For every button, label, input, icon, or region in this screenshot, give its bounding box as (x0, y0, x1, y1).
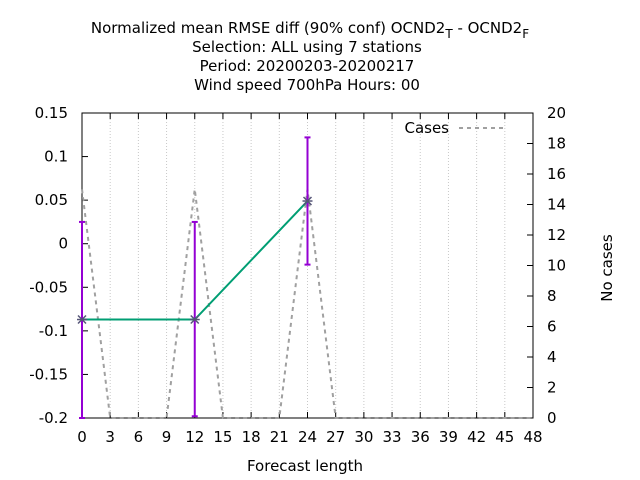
y2-tick-label: 6 (547, 318, 557, 336)
y-tick-label: 0 (58, 235, 68, 253)
y2-tick-label: 20 (547, 104, 566, 122)
chart-title-line1: Normalized mean RMSE diff (90% conf) OCN… (91, 19, 529, 41)
data-point (77, 314, 87, 325)
y-tick-label: -0.15 (29, 365, 68, 383)
chart-title-line3: Period: 20200203-20200217 (200, 57, 415, 75)
x-tick-label: 45 (495, 428, 514, 446)
x-tick-label: 42 (467, 428, 486, 446)
series-line-cases (81, 189, 533, 419)
x-tick-label: 21 (270, 428, 289, 446)
x-tick-label: 9 (162, 428, 172, 446)
y-tick-label: -0.2 (39, 409, 68, 427)
series-layer (77, 136, 533, 419)
y-tick-label: 0.15 (35, 104, 68, 122)
y2-tick-label: 8 (547, 287, 557, 305)
y2-axis-label: No cases (598, 234, 616, 302)
legend-label-cases: Cases (404, 119, 449, 137)
data-point (189, 314, 200, 325)
y-tick-label: -0.05 (29, 278, 68, 296)
x-tick-label: 27 (326, 428, 345, 446)
y2-tick-label: 4 (547, 348, 557, 366)
y-tick-label: 0.05 (35, 191, 68, 209)
x-tick-label: 0 (77, 428, 87, 446)
x-tick-label: 6 (134, 428, 144, 446)
y2-tick-label: 16 (547, 165, 566, 183)
data-point (302, 196, 313, 206)
y2-tick-label: 2 (547, 379, 557, 397)
axis-ticks: 0 3 6 9 12 15 18 21 24 27 30 33 36 39 42 45 48-0.2-0.15-… (29, 104, 566, 446)
x-tick-label: 24 (298, 428, 317, 446)
chart-title-line2: Selection: ALL using 7 stations (192, 38, 422, 56)
x-tick-label: 3 (105, 428, 115, 446)
x-tick-label: 12 (185, 428, 204, 446)
x-tick-label: 18 (242, 428, 261, 446)
y2-tick-label: 18 (547, 135, 566, 153)
y-tick-label: 0.1 (44, 148, 68, 166)
x-tick-label: 48 (523, 428, 542, 446)
x-axis-label: Forecast length (247, 457, 363, 475)
x-tick-label: 36 (411, 428, 430, 446)
y-tick-label: -0.1 (39, 322, 68, 340)
x-tick-label: 15 (213, 428, 232, 446)
x-tick-label: 33 (383, 428, 402, 446)
y2-tick-label: 14 (547, 196, 566, 214)
y2-tick-label: 0 (547, 409, 557, 427)
x-tick-label: 39 (439, 428, 458, 446)
y2-tick-label: 12 (547, 226, 566, 244)
chart-title-line4: Wind speed 700hPa Hours: 00 (194, 76, 420, 94)
x-tick-label: 30 (354, 428, 373, 446)
y2-tick-label: 10 (547, 257, 566, 275)
